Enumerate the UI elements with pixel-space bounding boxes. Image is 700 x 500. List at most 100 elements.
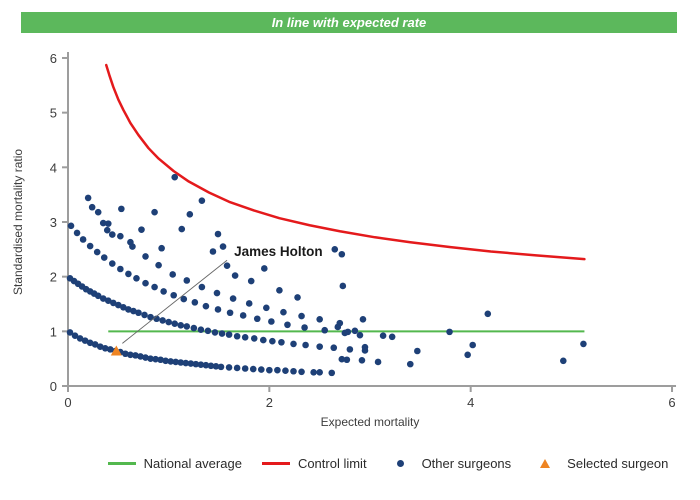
other-surgeon-point[interactable] xyxy=(290,367,297,375)
other-surgeon-point[interactable] xyxy=(67,222,75,230)
other-surgeon-point[interactable] xyxy=(282,367,289,374)
other-surgeon-point[interactable] xyxy=(213,289,221,297)
other-surgeon-point[interactable] xyxy=(127,351,134,359)
other-surgeon-point[interactable] xyxy=(233,332,241,340)
other-surgeon-point[interactable] xyxy=(86,339,94,347)
other-surgeon-point[interactable] xyxy=(217,363,225,371)
other-surgeon-point[interactable] xyxy=(310,369,317,376)
legend-item-control-limit[interactable]: Control limit xyxy=(261,456,367,471)
other-surgeon-point[interactable] xyxy=(263,304,270,312)
other-surgeon-point[interactable] xyxy=(316,343,323,350)
other-surgeon-point[interactable] xyxy=(338,355,346,363)
other-surgeon-point[interactable] xyxy=(276,287,283,294)
other-surgeon-point[interactable] xyxy=(147,313,154,321)
other-surgeon-point[interactable] xyxy=(328,369,336,377)
other-surgeon-point[interactable] xyxy=(190,324,198,332)
other-surgeon-point[interactable] xyxy=(162,357,169,365)
other-surgeon-point[interactable] xyxy=(269,337,276,345)
other-surgeon-point[interactable] xyxy=(334,323,342,331)
other-surgeon-point[interactable] xyxy=(103,226,111,234)
other-surgeon-point[interactable] xyxy=(233,364,241,372)
other-surgeon-point[interactable] xyxy=(268,318,275,325)
other-surgeon-point[interactable] xyxy=(414,347,421,355)
other-surgeon-point[interactable] xyxy=(141,311,148,319)
other-surgeon-point[interactable] xyxy=(343,356,351,364)
other-surgeon-point[interactable] xyxy=(225,364,233,371)
other-surgeon-point[interactable] xyxy=(88,203,96,211)
other-surgeon-point[interactable] xyxy=(177,322,185,329)
other-surgeon-point[interactable] xyxy=(344,328,352,336)
other-surgeon-point[interactable] xyxy=(99,295,107,302)
other-surgeon-point[interactable] xyxy=(160,288,167,295)
other-surgeon-point[interactable] xyxy=(239,312,247,319)
other-surgeon-point[interactable] xyxy=(96,343,104,350)
other-surgeon-point[interactable] xyxy=(94,292,102,300)
other-surgeon-point[interactable] xyxy=(214,230,222,238)
other-surgeon-point[interactable] xyxy=(257,366,265,373)
other-surgeon-point[interactable] xyxy=(209,248,217,255)
other-surgeon-point[interactable] xyxy=(198,197,206,204)
other-surgeon-point[interactable] xyxy=(118,205,125,213)
other-surgeon-point[interactable] xyxy=(158,244,165,252)
other-surgeon-point[interactable] xyxy=(580,340,587,348)
other-surgeon-point[interactable] xyxy=(100,254,108,261)
other-surgeon-point[interactable] xyxy=(338,250,346,258)
other-surgeon-point[interactable] xyxy=(464,351,471,359)
other-surgeon-point[interactable] xyxy=(321,326,329,334)
other-surgeon-point[interactable] xyxy=(226,309,234,317)
other-surgeon-point[interactable] xyxy=(147,355,154,362)
other-surgeon-point[interactable] xyxy=(94,208,102,216)
other-surgeon-point[interactable] xyxy=(130,307,137,315)
other-surgeon-point[interactable] xyxy=(101,344,109,352)
other-surgeon-point[interactable] xyxy=(120,303,127,311)
other-surgeon-point[interactable] xyxy=(245,300,253,307)
other-surgeon-point[interactable] xyxy=(117,265,124,273)
legend-item-other-surgeons[interactable]: Other surgeons xyxy=(387,456,511,471)
other-surgeon-point[interactable] xyxy=(108,231,116,238)
other-surgeon-point[interactable] xyxy=(187,360,195,367)
other-surgeon-point[interactable] xyxy=(241,365,249,372)
other-surgeon-point[interactable] xyxy=(330,344,338,352)
other-surgeon-point[interactable] xyxy=(280,308,287,316)
other-surgeon-point[interactable] xyxy=(356,331,364,339)
other-surgeon-point[interactable] xyxy=(261,265,268,272)
other-surgeon-point[interactable] xyxy=(207,362,215,370)
other-surgeon-point[interactable] xyxy=(178,225,186,233)
other-surgeon-point[interactable] xyxy=(151,283,158,291)
other-surgeon-point[interactable] xyxy=(223,262,231,270)
other-surgeon-point[interactable] xyxy=(191,299,199,306)
other-surgeon-point[interactable] xyxy=(104,220,112,227)
other-surgeon-point[interactable] xyxy=(171,320,179,327)
selected-surgeon-marker[interactable] xyxy=(110,345,122,356)
other-surgeon-point[interactable] xyxy=(142,279,149,287)
other-surgeon-point[interactable] xyxy=(388,333,396,341)
other-surgeon-point[interactable] xyxy=(171,173,179,181)
other-surgeon-point[interactable] xyxy=(66,329,74,336)
other-surgeon-point[interactable] xyxy=(165,318,172,326)
other-surgeon-point[interactable] xyxy=(137,353,144,360)
other-surgeon-point[interactable] xyxy=(290,340,297,348)
other-surgeon-point[interactable] xyxy=(183,277,191,284)
other-surgeon-point[interactable] xyxy=(152,355,159,363)
other-surgeon-point[interactable] xyxy=(250,335,258,342)
other-surgeon-point[interactable] xyxy=(177,359,185,366)
other-surgeon-point[interactable] xyxy=(197,326,205,333)
other-surgeon-point[interactable] xyxy=(73,229,81,237)
other-surgeon-point[interactable] xyxy=(351,327,359,335)
other-surgeon-point[interactable] xyxy=(142,354,149,361)
other-surgeon-point[interactable] xyxy=(249,365,257,373)
other-surgeon-point[interactable] xyxy=(142,253,149,260)
other-surgeon-point[interactable] xyxy=(127,238,134,246)
other-surgeon-point[interactable] xyxy=(125,270,132,278)
other-surgeon-point[interactable] xyxy=(81,337,89,344)
other-surgeon-point[interactable] xyxy=(76,335,84,342)
other-surgeon-point[interactable] xyxy=(204,327,212,335)
other-surgeon-point[interactable] xyxy=(84,194,92,202)
other-surgeon-point[interactable] xyxy=(79,236,87,243)
other-surgeon-point[interactable] xyxy=(122,350,129,358)
other-surgeon-point[interactable] xyxy=(192,360,200,368)
other-surgeon-point[interactable] xyxy=(484,310,492,318)
other-surgeon-point[interactable] xyxy=(110,299,117,307)
other-surgeon-point[interactable] xyxy=(157,356,164,364)
other-surgeon-point[interactable] xyxy=(241,334,249,341)
